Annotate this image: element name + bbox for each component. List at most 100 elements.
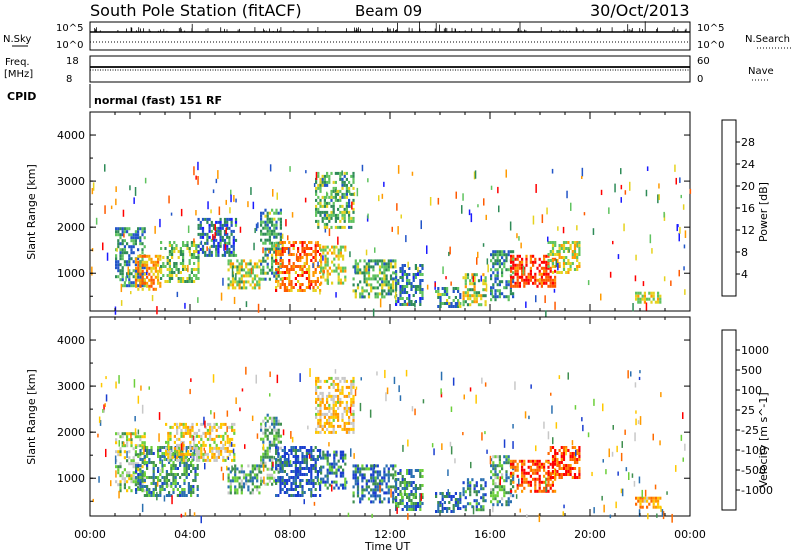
velocity-cell	[337, 424, 340, 428]
power-cell	[354, 271, 357, 275]
power-speckle	[104, 164, 106, 172]
velocity-cell	[333, 486, 336, 490]
power-cell	[182, 241, 185, 244]
velocity-cell	[466, 481, 470, 485]
power-cell	[354, 265, 357, 269]
power-speckle	[322, 255, 324, 261]
power-cell	[412, 294, 415, 297]
power-cell	[494, 262, 497, 266]
power-cell	[363, 289, 366, 293]
power-cell	[143, 281, 146, 285]
velocity-cell	[657, 505, 660, 509]
power-cell	[392, 271, 395, 275]
velocity-cell	[189, 443, 192, 447]
velocity-cell	[310, 458, 313, 461]
velocity-cell	[448, 495, 451, 498]
power-cell	[439, 296, 442, 299]
velocity-cell	[115, 450, 118, 454]
velocity-speckle	[402, 444, 404, 452]
velocity-cell	[534, 477, 537, 481]
velocity-cell	[299, 467, 302, 470]
velocity-cell	[321, 391, 324, 395]
power-cell	[290, 280, 293, 283]
power-cell	[441, 293, 444, 296]
velocity-cell	[123, 486, 126, 490]
power-cell	[273, 229, 276, 233]
power-cell	[569, 265, 572, 268]
velocity-cell	[190, 488, 193, 491]
power-cell	[543, 257, 546, 261]
power-cell	[334, 213, 337, 217]
power-cell	[201, 232, 205, 236]
velocity-cell	[204, 443, 207, 447]
power-cell	[182, 280, 185, 283]
power-speckle	[487, 264, 489, 273]
velocity-cell	[641, 499, 644, 503]
velocity-cell	[443, 507, 446, 510]
power-cell	[321, 180, 324, 184]
power-cell	[452, 299, 455, 302]
power-cell	[137, 278, 140, 282]
power-cell	[162, 265, 165, 268]
power-cell	[179, 247, 182, 250]
velocity-cell	[234, 476, 237, 480]
velocity-cell	[275, 458, 278, 461]
velocity-colorbar-tick-label: 100	[741, 384, 762, 397]
power-cell	[503, 295, 506, 299]
velocity-cell	[352, 385, 355, 389]
velocity-cell	[419, 469, 422, 472]
velocity-cell	[464, 496, 467, 500]
velocity-speckle	[334, 369, 337, 374]
power-cell	[401, 267, 404, 270]
power-cell	[514, 266, 517, 270]
power-cell	[132, 242, 135, 246]
velocity-cell	[560, 458, 563, 461]
power-cell	[399, 297, 402, 300]
velocity-cell	[492, 473, 495, 477]
velocity-speckle	[265, 421, 267, 427]
power-cell	[312, 271, 315, 274]
velocity-speckle	[359, 402, 362, 412]
velocity-cell	[253, 467, 257, 471]
power-speckle	[645, 189, 648, 197]
velocity-cell	[312, 482, 315, 485]
velocity-cell	[323, 403, 326, 407]
velocity-cell	[521, 480, 524, 484]
power-cell	[117, 266, 120, 270]
velocity-cell	[240, 464, 243, 468]
velocity-cell	[258, 470, 261, 474]
power-cell	[345, 183, 348, 187]
velocity-cell	[457, 501, 460, 504]
velocity-cell	[277, 419, 280, 423]
velocity-cell	[578, 470, 581, 473]
velocity-cell	[290, 449, 293, 452]
power-cell	[562, 259, 566, 262]
power-cell	[641, 297, 644, 301]
velocity-cell	[174, 455, 177, 458]
power-cell	[190, 268, 193, 271]
power-cell	[288, 274, 291, 277]
power-cell	[303, 247, 306, 250]
power-cell	[264, 277, 267, 281]
power-cell	[387, 292, 390, 296]
power-cell	[221, 253, 224, 257]
power-cell	[288, 268, 291, 271]
velocity-cell	[462, 487, 465, 491]
velocity-cell	[319, 385, 322, 389]
power-cell	[565, 241, 568, 244]
velocity-cell	[348, 427, 351, 431]
power-cell	[184, 265, 187, 268]
velocity-cell	[374, 476, 377, 480]
power-cell	[279, 277, 282, 281]
velocity-cell	[148, 458, 151, 461]
velocity-cell	[234, 491, 237, 495]
velocity-cell	[240, 485, 243, 489]
power-cell	[281, 283, 284, 286]
velocity-cell	[414, 496, 417, 499]
power-cell	[217, 247, 220, 251]
velocity-cell	[226, 449, 229, 453]
power-cell	[342, 245, 345, 249]
power-cell	[477, 303, 481, 307]
power-speckle	[397, 165, 400, 174]
power-cell	[419, 297, 422, 300]
